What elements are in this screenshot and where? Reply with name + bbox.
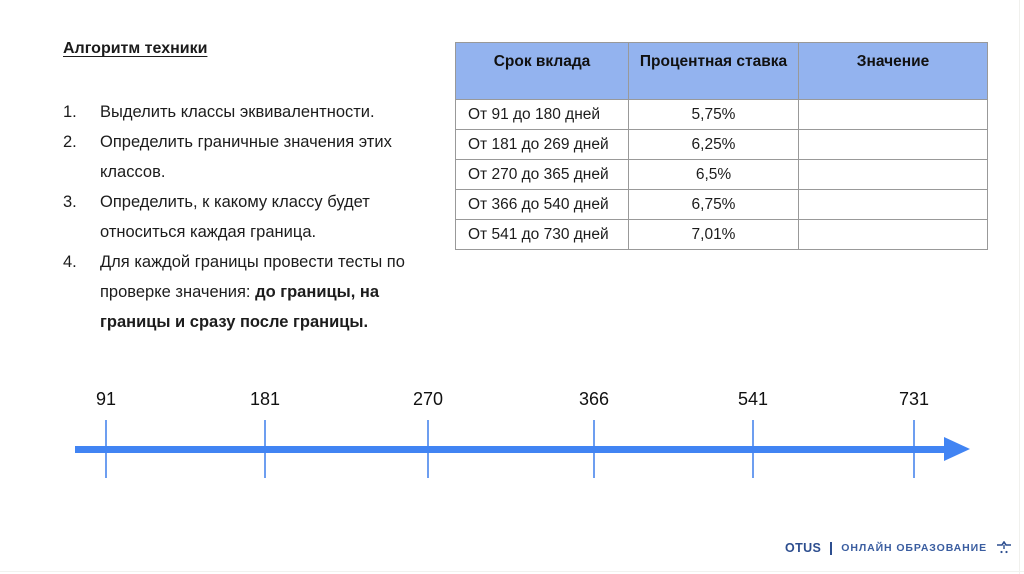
table-cell-term: От 366 до 540 дней [455, 189, 629, 220]
number-line-label: 181 [249, 389, 281, 409]
table-header-rate: Процентная ставка [628, 42, 799, 100]
table-header-value: Значение [798, 42, 988, 100]
table-cell-rate: 6,5% [628, 159, 799, 190]
list-item-number: 4. [63, 253, 77, 271]
table-cell-value [798, 129, 988, 160]
list-item-text-normal: Для каждой границы провести тесты по про… [100, 253, 405, 301]
list-item-text: Выделить классы эквивалентности. [100, 97, 440, 127]
list-item: 3. Определить, к какому классу будет отн… [63, 187, 458, 247]
table-row: От 366 до 540 дней 6,75% [455, 189, 988, 220]
table-cell-term: От 181 до 269 дней [455, 129, 629, 160]
table-row: От 270 до 365 дней 6,5% [455, 159, 988, 190]
table-cell-rate: 5,75% [628, 99, 799, 130]
table-cell-term: От 270 до 365 дней [455, 159, 629, 190]
number-line-label: 541 [737, 389, 769, 409]
number-line-label: 270 [412, 389, 444, 409]
list-item-number: 1. [63, 103, 77, 121]
list-item-text: Для каждой границы провести тесты по про… [100, 247, 440, 337]
list-item-text-normal: Определить, к какому классу будет относи… [100, 193, 370, 241]
table-header-row: Срок вклада Процентная ставка Значение [455, 42, 988, 100]
number-line-label: 366 [578, 389, 610, 409]
table-header-term: Срок вклада [455, 42, 629, 100]
algorithm-list: 1. Выделить классы эквивалентности. 2. О… [63, 97, 458, 337]
list-item: 4. Для каждой границы провести тесты по … [63, 247, 458, 337]
table-cell-term: От 541 до 730 дней [455, 219, 629, 250]
table-cell-value [798, 159, 988, 190]
list-item-text: Определить граничные значения этих класс… [100, 127, 440, 187]
table-row: От 541 до 730 дней 7,01% [455, 219, 988, 250]
table-row: От 181 до 269 дней 6,25% [455, 129, 988, 160]
tagline-text: ОНЛАЙН ОБРАЗОВАНИЕ [841, 542, 987, 554]
deposit-rates-table: Срок вклада Процентная ставка Значение О… [455, 42, 988, 250]
slide-bottom-edge [0, 571, 1024, 572]
logo-divider [830, 541, 833, 555]
list-item-number: 3. [63, 193, 77, 211]
number-line-axis [75, 446, 944, 453]
list-item-text-bold: до границы, на границы и сразу после гра… [100, 283, 380, 331]
number-line-label: 731 [898, 389, 930, 409]
table-cell-term: От 91 до 180 дней [455, 99, 629, 130]
list-item: 2. Определить граничные значения этих кл… [63, 127, 458, 187]
slide-right-edge [1019, 0, 1020, 574]
table-cell-rate: 6,25% [628, 129, 799, 160]
list-item-text-normal: Выделить классы эквивалентности. [100, 103, 375, 121]
table-cell-rate: 6,75% [628, 189, 799, 220]
brand-text: OTUS [784, 541, 822, 555]
list-item-text-normal: Определить граничные значения этих класс… [100, 133, 392, 181]
table-cell-value [798, 99, 988, 130]
table-row: От 91 до 180 дней 5,75% [455, 99, 988, 130]
list-item: 1. Выделить классы эквивалентности. [63, 97, 458, 127]
arrow-right-icon [944, 437, 970, 461]
table-cell-rate: 7,01% [628, 219, 799, 250]
list-item-text: Определить, к какому классу будет относи… [100, 187, 440, 247]
list-item-number: 2. [63, 133, 77, 151]
footer-logo: OTUS ОНЛАЙН ОБРАЗОВАНИЕ [785, 541, 1012, 555]
table-cell-value [798, 219, 988, 250]
table-cell-value [798, 189, 988, 220]
owl-icon [997, 541, 1011, 554]
number-line-label: 91 [95, 389, 117, 409]
slide-title: Алгоритм техники [63, 40, 208, 57]
